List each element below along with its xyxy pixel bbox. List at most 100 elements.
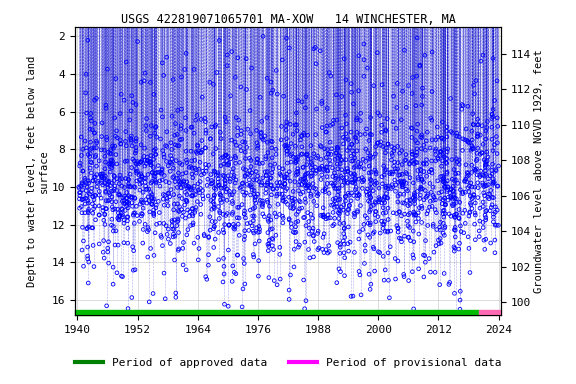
Point — [219, 173, 229, 179]
Point — [233, 252, 242, 258]
Point — [175, 193, 184, 199]
Point — [343, 241, 353, 247]
Point — [120, 207, 130, 214]
Point — [441, 223, 450, 230]
Point — [93, 178, 103, 184]
Point — [493, 140, 502, 146]
Point — [476, 132, 485, 138]
Point — [100, 153, 109, 159]
Point — [349, 192, 358, 199]
Point — [467, 184, 476, 190]
Point — [143, 154, 152, 160]
Point — [334, 185, 343, 192]
Point — [339, 177, 348, 183]
Point — [271, 146, 281, 152]
Point — [151, 124, 160, 131]
Point — [354, 176, 363, 182]
Point — [228, 200, 237, 207]
Point — [257, 136, 267, 142]
Point — [254, 258, 263, 264]
Point — [234, 232, 244, 238]
Point — [476, 151, 485, 157]
Point — [336, 161, 345, 167]
Point — [443, 187, 452, 193]
Point — [279, 93, 288, 99]
Point — [206, 227, 215, 233]
Point — [147, 122, 156, 129]
Point — [298, 189, 308, 195]
Point — [180, 66, 190, 73]
Point — [158, 196, 168, 202]
Point — [306, 142, 316, 149]
Point — [301, 298, 310, 304]
Point — [464, 213, 473, 219]
Point — [282, 127, 291, 133]
Point — [187, 165, 196, 171]
Point — [217, 185, 226, 191]
Point — [296, 191, 305, 197]
Point — [142, 186, 151, 192]
Point — [397, 184, 407, 190]
Point — [347, 129, 356, 135]
Point — [426, 115, 435, 121]
Point — [414, 210, 423, 216]
Point — [492, 207, 502, 213]
Point — [157, 167, 166, 173]
Point — [186, 185, 195, 191]
Point — [127, 195, 136, 201]
Point — [450, 214, 459, 220]
Point — [222, 63, 232, 69]
Point — [297, 99, 306, 105]
Point — [361, 248, 370, 254]
Point — [355, 164, 365, 170]
Point — [469, 122, 478, 128]
Point — [139, 78, 149, 84]
Point — [413, 167, 422, 174]
Point — [473, 172, 482, 178]
Point — [441, 201, 450, 207]
Point — [181, 127, 191, 134]
Point — [423, 192, 433, 198]
Point — [92, 138, 101, 144]
Point — [136, 176, 145, 182]
Point — [333, 146, 342, 152]
Point — [408, 74, 417, 81]
Point — [441, 180, 450, 186]
Point — [439, 232, 449, 238]
Point — [403, 218, 412, 224]
Point — [383, 229, 392, 235]
Point — [194, 181, 203, 187]
Point — [101, 189, 110, 195]
Point — [181, 148, 191, 154]
Point — [470, 166, 479, 172]
Point — [399, 184, 408, 190]
Point — [441, 202, 450, 208]
Point — [242, 86, 251, 93]
Point — [349, 171, 358, 177]
Point — [80, 175, 89, 181]
Point — [219, 185, 229, 191]
Point — [237, 304, 247, 310]
Point — [344, 192, 354, 199]
Point — [492, 115, 502, 121]
Point — [381, 167, 391, 173]
Point — [468, 137, 477, 143]
Point — [480, 192, 489, 199]
Point — [401, 152, 411, 158]
Point — [354, 268, 363, 275]
Point — [297, 133, 306, 139]
Point — [449, 183, 458, 189]
Point — [168, 113, 177, 119]
Point — [85, 191, 94, 197]
Point — [202, 165, 211, 171]
Point — [78, 196, 87, 202]
Point — [358, 227, 367, 233]
Point — [415, 62, 425, 68]
Point — [137, 199, 146, 205]
Point — [489, 214, 498, 220]
Point — [177, 179, 186, 185]
Point — [120, 217, 129, 223]
Point — [409, 209, 418, 215]
Point — [209, 81, 218, 88]
Point — [291, 219, 301, 225]
